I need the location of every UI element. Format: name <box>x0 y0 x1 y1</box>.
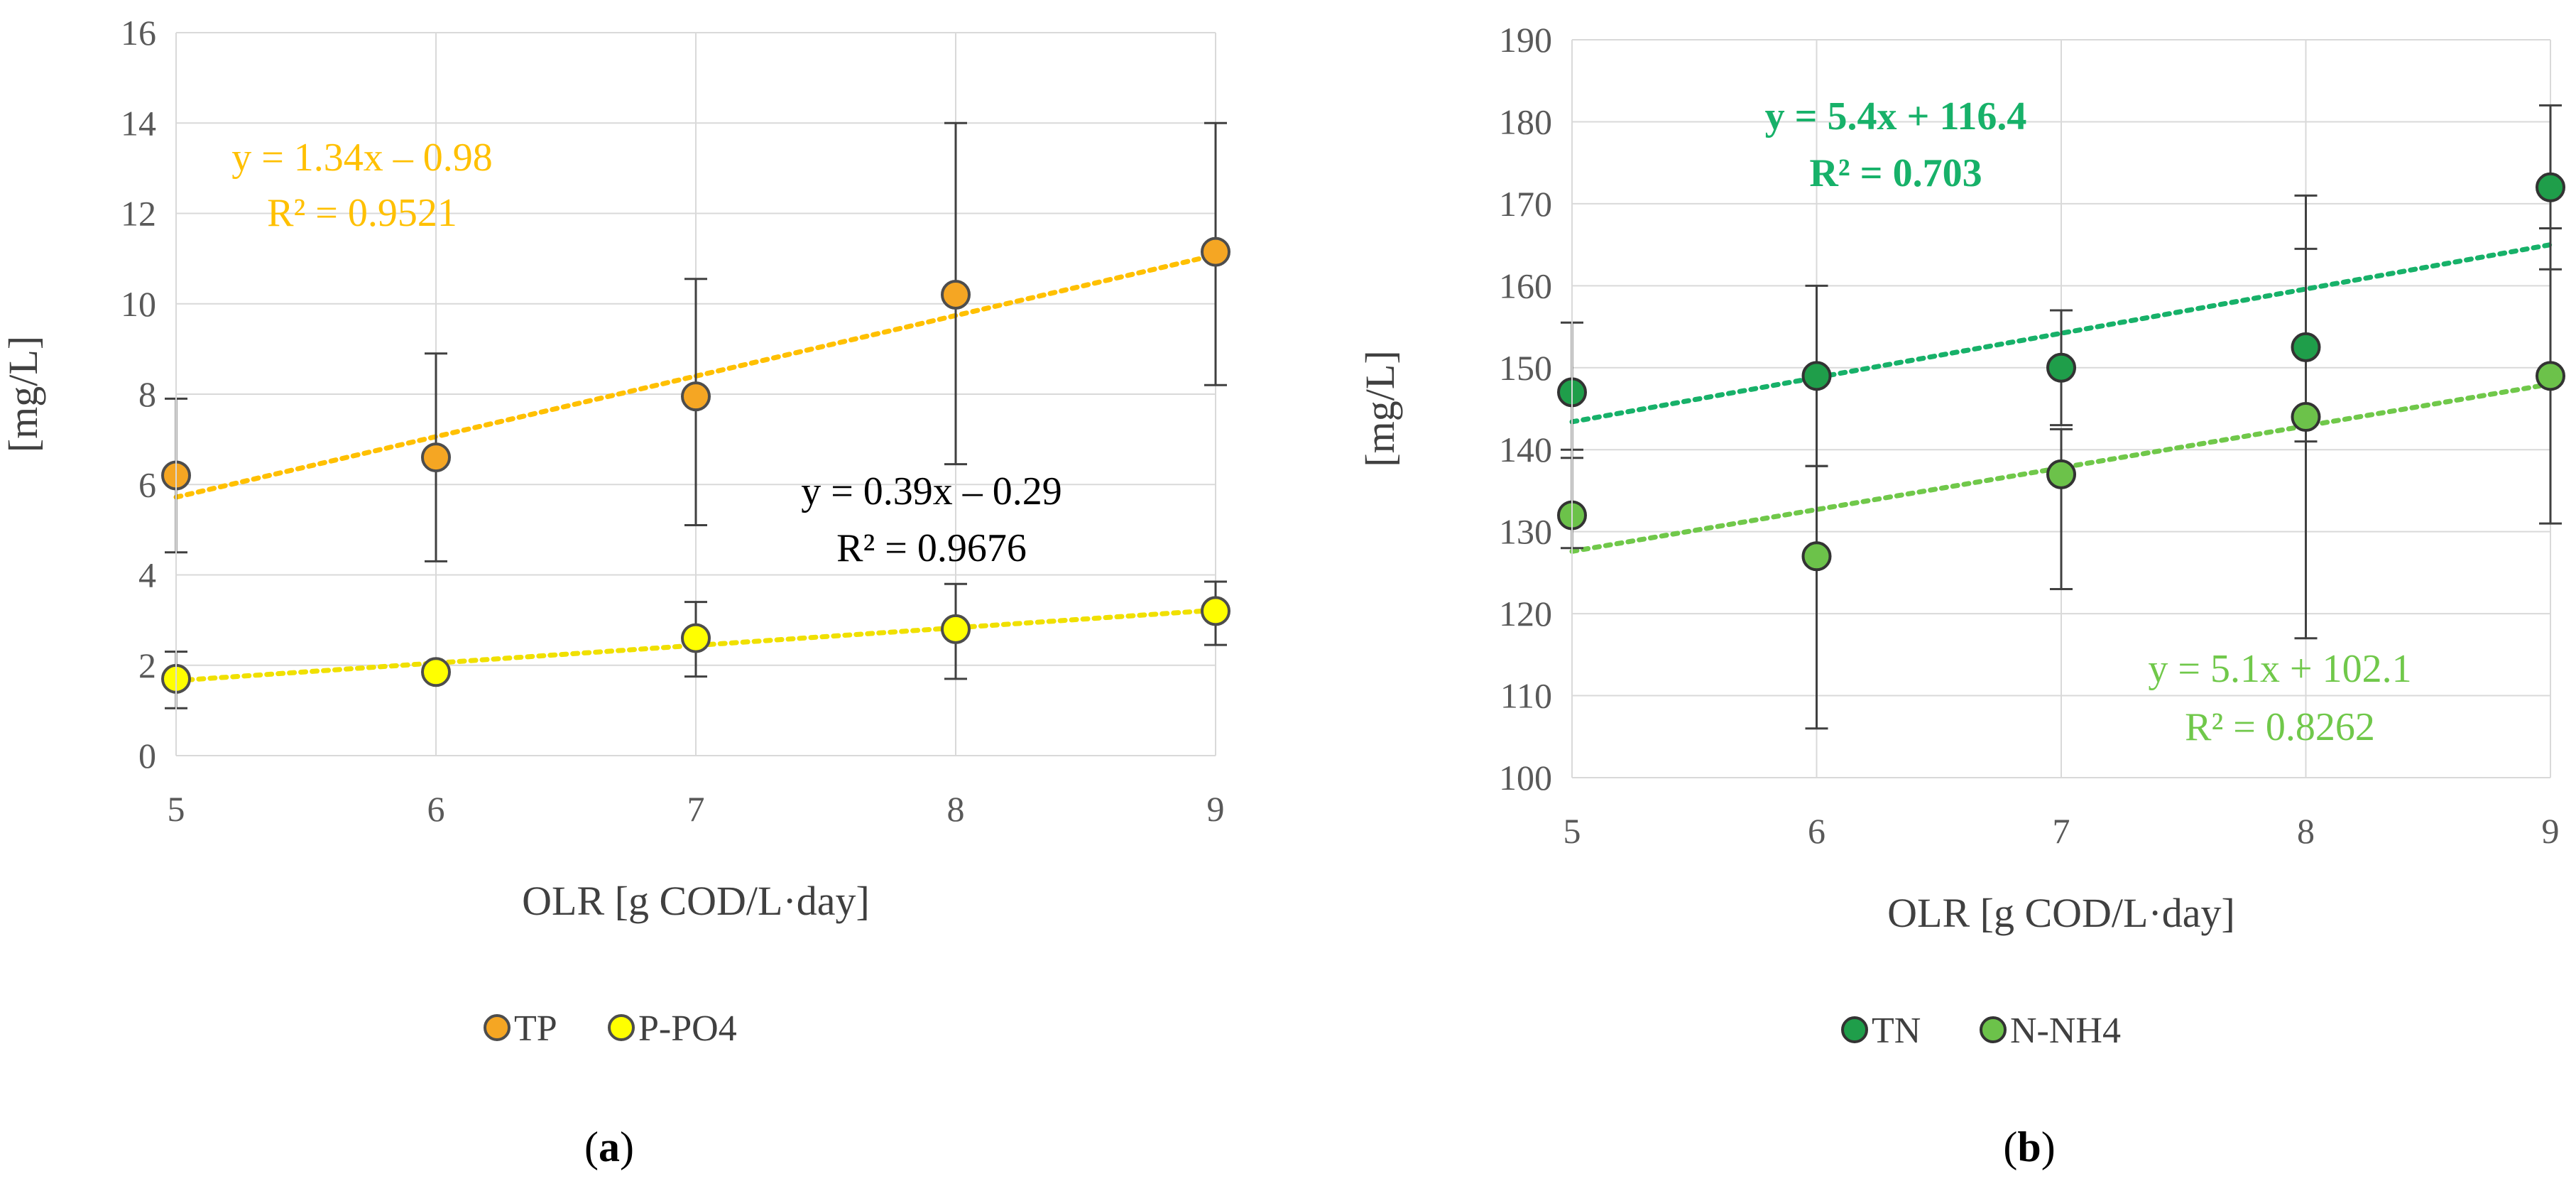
legend-label-N-NH4: N-NH4 <box>2010 1011 2121 1051</box>
legend-label-TN: TN <box>1872 1011 1921 1051</box>
x-tick-label-a: 7 <box>687 789 705 829</box>
y-tick-label-b: 120 <box>1499 594 1552 633</box>
y-tick-label-b: 160 <box>1499 266 1552 305</box>
data-point-TP <box>421 442 451 473</box>
legend-marker-TN <box>1841 1016 1868 1043</box>
y-tick-label-b: 110 <box>1500 676 1552 716</box>
data-point-P-PO4 <box>681 623 711 653</box>
trend-equation-N-NH4: y = 5.1x + 102.1 <box>2148 647 2411 691</box>
y-tick-label-a: 8 <box>138 374 156 414</box>
y-axis-title-b: [mg/L] <box>1357 350 1403 467</box>
y-tick-label-a: 12 <box>121 194 156 234</box>
legend-label-TP: TP <box>514 1008 557 1049</box>
data-point-TN <box>1801 361 1832 391</box>
trend-r2-P-PO4: R² = 0.9676 <box>836 526 1027 570</box>
data-point-N-NH4 <box>1801 541 1832 572</box>
legend-marker-P-PO4 <box>608 1014 635 1041</box>
y-axis-title-a: [mg/L] <box>0 336 46 452</box>
legend-label-P-PO4: P-PO4 <box>638 1008 737 1049</box>
y-tick-label-a: 2 <box>138 646 156 685</box>
data-point-P-PO4 <box>1201 596 1230 626</box>
y-tick-label-a: 10 <box>121 284 156 324</box>
y-tick-label-a: 16 <box>121 13 156 53</box>
x-tick-label-a: 8 <box>947 789 965 829</box>
x-tick-label-a: 9 <box>1207 789 1225 829</box>
trendline-N-NH4 <box>1569 381 2553 554</box>
y-tick-label-b: 140 <box>1499 430 1552 469</box>
data-point-TN <box>2046 352 2076 383</box>
chart-panel-a: 0 2 4 6 8 10 12 14 16 5 6 7 8 9 OLR [g COD/L·day] [mg/L… <box>0 13 1230 1170</box>
y-tick-label-a: 6 <box>138 464 156 504</box>
x-tick-label-b: 6 <box>1808 811 1825 851</box>
y-tick-label-b: 180 <box>1499 102 1552 141</box>
y-tick-label-a: 0 <box>138 736 156 776</box>
trend-r2-N-NH4: R² = 0.8262 <box>2185 705 2375 749</box>
data-point-N-NH4 <box>2291 402 2321 432</box>
x-tick-label-b: 7 <box>2053 811 2070 851</box>
trend-equation-TN: y = 5.4x + 116.4 <box>1765 94 2027 138</box>
panel-label-b: (b) <box>2003 1124 2055 1170</box>
y-tick-label-a: 4 <box>138 555 156 595</box>
y-tick-label-b: 130 <box>1499 512 1552 552</box>
trend-equation-TP: y = 1.34x – 0.98 <box>231 136 493 180</box>
data-point-TP <box>941 280 971 310</box>
x-axis-title-a: OLR [g COD/L·day] <box>522 878 870 924</box>
y-tick-label-b: 170 <box>1499 184 1552 224</box>
legend-marker-N-NH4 <box>1980 1016 2007 1043</box>
x-tick-label-a: 6 <box>427 789 445 829</box>
data-point-TN <box>2536 172 2565 202</box>
x-tick-label-b: 5 <box>1563 811 1581 851</box>
y-tick-label-b: 190 <box>1499 20 1552 60</box>
data-point-P-PO4 <box>421 657 451 687</box>
x-tick-label-a: 5 <box>168 789 185 829</box>
data-point-TP <box>681 381 711 412</box>
chart-panel-b: 100 110 120 130 140 150 160 170 180 190 5 6 7 8 9 OLR [… <box>1357 20 2565 1170</box>
trend-r2-TP: R² = 0.9521 <box>267 191 457 235</box>
y-tick-label-b: 150 <box>1499 348 1552 388</box>
data-point-TP <box>1201 236 1230 267</box>
trend-equation-P-PO4: y = 0.39x – 0.29 <box>801 469 1062 513</box>
data-point-P-PO4 <box>941 614 971 644</box>
trend-r2-TN: R² = 0.703 <box>1809 151 1982 195</box>
y-tick-label-b: 100 <box>1499 758 1552 798</box>
x-tick-label-b: 8 <box>2297 811 2315 851</box>
legend-marker-TP <box>484 1014 511 1041</box>
data-point-TN <box>2291 332 2321 362</box>
x-tick-label-b: 9 <box>2542 811 2560 851</box>
data-point-N-NH4 <box>2046 459 2076 489</box>
y-tick-label-a: 14 <box>121 103 156 143</box>
data-point-N-NH4 <box>2536 361 2565 391</box>
panel-label-a: (a) <box>584 1124 634 1170</box>
x-axis-title-b: OLR [g COD/L·day] <box>1887 890 2235 936</box>
trendline-TN <box>1569 242 2553 425</box>
